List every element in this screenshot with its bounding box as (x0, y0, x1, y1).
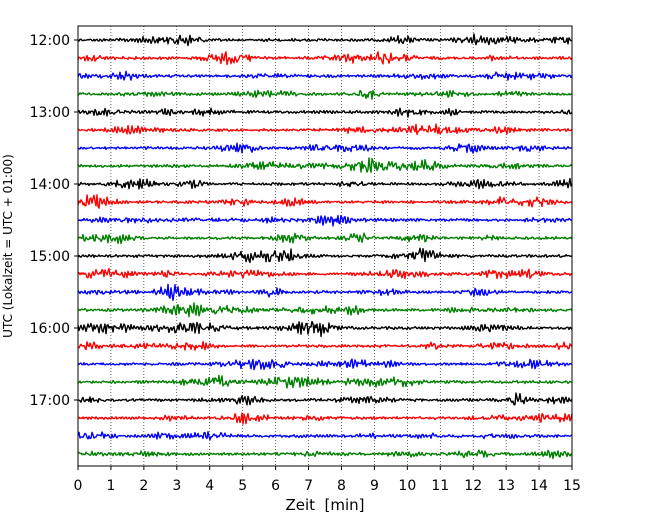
seismic-trace (77, 302, 573, 318)
x-tick-label: 14 (530, 478, 548, 494)
x-tick-label: 4 (205, 478, 214, 494)
seismic-trace (77, 267, 573, 280)
y-tick-label: 17:00 (30, 393, 70, 409)
x-tick-label: 15 (563, 478, 581, 494)
seismic-trace (77, 412, 573, 425)
seismic-trace (77, 358, 573, 371)
y-tick-label: 15:00 (30, 249, 70, 265)
x-tick-label: 7 (304, 478, 313, 494)
x-tick-label: 11 (431, 478, 449, 494)
grid-lines (110, 26, 540, 466)
x-tick-label: 10 (398, 478, 416, 494)
seismic-trace (77, 392, 573, 406)
seismic-trace (77, 449, 573, 460)
x-tick-label: 0 (74, 478, 83, 494)
seismic-trace (77, 107, 573, 118)
seismic-trace (77, 374, 573, 389)
seismic-trace (77, 33, 573, 47)
y-tick-label: 13:00 (30, 105, 70, 121)
seismic-trace (77, 123, 573, 136)
trace-group (77, 33, 573, 460)
x-tick-label: 13 (497, 478, 515, 494)
seismic-trace (77, 177, 573, 190)
x-tick-label: 6 (271, 478, 280, 494)
seismic-trace (77, 320, 573, 338)
x-tick-label: 8 (337, 478, 346, 494)
x-tick-label: 12 (464, 478, 482, 494)
seismic-trace (77, 89, 573, 100)
seismic-trace (77, 232, 573, 245)
y-tick-label: 14:00 (30, 177, 70, 193)
y-axis-label: UTC (Lokalzeit = UTC + 01:00) (1, 154, 15, 338)
y-axis: 12:00 13:00 14:00 15:00 16:00 17:00 (30, 33, 78, 409)
seismic-trace (77, 157, 573, 174)
x-tick-label: 2 (139, 478, 148, 494)
seismic-trace (77, 142, 573, 154)
seismic-trace (77, 431, 573, 441)
y-tick-label: 12:00 (30, 33, 70, 49)
x-tick-label: 1 (106, 478, 115, 494)
seismic-trace (77, 70, 573, 81)
x-axis-label: Zeit [min] (285, 496, 364, 514)
y-tick-label: 16:00 (30, 321, 70, 337)
seismic-trace (77, 214, 573, 227)
x-tick-label: 5 (238, 478, 247, 494)
x-tick-label: 9 (370, 478, 379, 494)
plot-frame (77, 25, 573, 467)
seismic-trace (77, 194, 573, 209)
seismic-trace (77, 51, 573, 66)
seismic-trace (77, 247, 573, 264)
seismic-trace (77, 283, 573, 302)
x-tick-label: 3 (172, 478, 181, 494)
x-axis: 0 1 2 3 4 5 6 7 8 9 10 11 12 13 14 15 (74, 466, 581, 494)
seismic-trace (77, 340, 573, 351)
